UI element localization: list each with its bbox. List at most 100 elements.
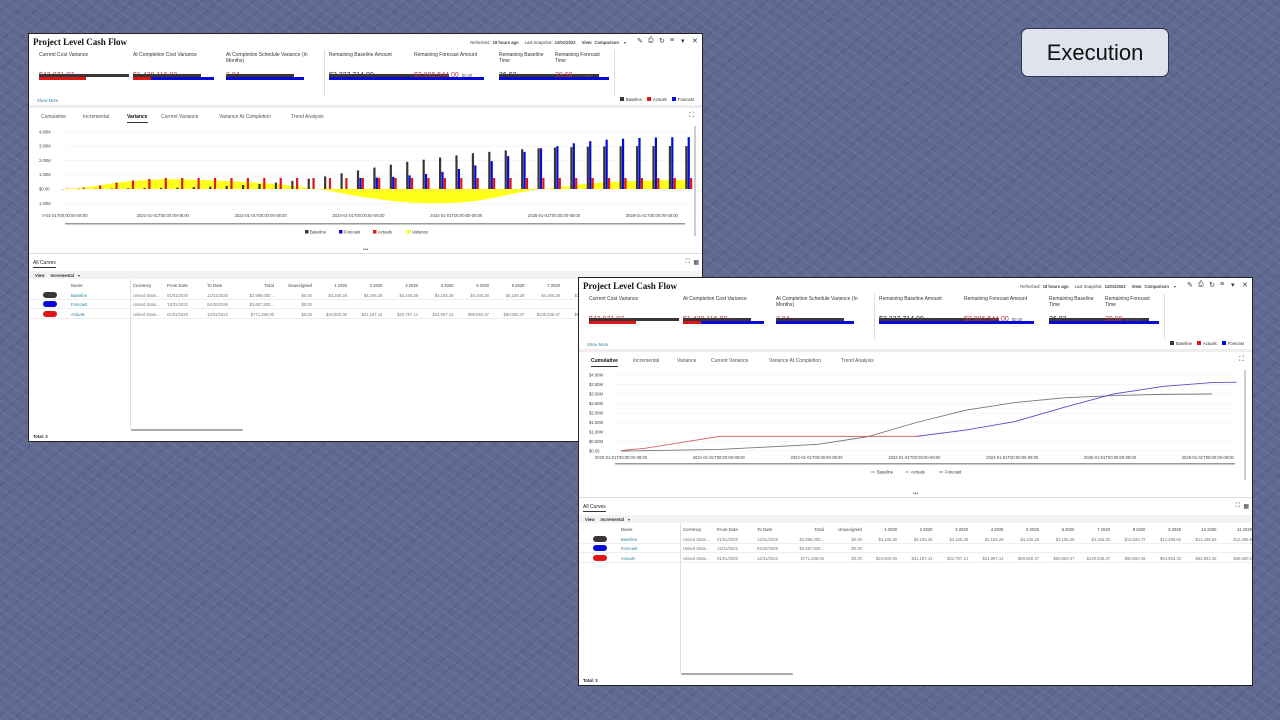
baseline-bar	[586, 146, 589, 189]
column-header-4-2020[interactable]: 4 2020	[990, 527, 1004, 532]
curve-name-link[interactable]: Actuals	[71, 311, 85, 317]
show-more-link[interactable]: Show More	[37, 98, 59, 103]
view-select[interactable]: Comparison	[594, 40, 619, 45]
curve-name-link[interactable]: Baseline	[621, 537, 638, 542]
curve-color-swatch	[43, 301, 57, 308]
close-icon[interactable]: ✕	[1242, 282, 1248, 289]
expand-icon[interactable]: ⛶	[1239, 356, 1244, 363]
column-header-1-2020[interactable]: 1 2020	[334, 283, 347, 288]
curve-name-link[interactable]: Actuals	[621, 555, 635, 561]
baseline-bar	[455, 155, 458, 189]
tab-cumulative[interactable]: Cumulative	[41, 114, 67, 120]
resize-handle[interactable]: •••	[913, 491, 919, 497]
curve-name-link[interactable]: Forecast	[621, 546, 638, 552]
column-header-2-2020[interactable]: 2 2020	[369, 283, 383, 288]
expand-table-icon[interactable]: ⛶	[1235, 503, 1240, 509]
column-header-8-2020[interactable]: 8 2020	[1132, 527, 1146, 532]
kpi-value-row: 39.98 -31 days	[555, 64, 607, 82]
column-header-6-2020[interactable]: 6 2020	[511, 283, 525, 288]
column-header-to-date[interactable]: To Date	[757, 527, 773, 532]
column-header-from-date[interactable]: From Date	[167, 283, 188, 288]
legend-label: Baseline	[1175, 341, 1192, 346]
view-dropdown-chevron-icon[interactable]: ▾	[1173, 284, 1176, 289]
column-header-9-2020[interactable]: 9 2020	[1168, 527, 1181, 532]
column-header-11-2020[interactable]: 11 2020	[1237, 527, 1252, 532]
tab-trend-analysis[interactable]: Trend Analysis	[841, 358, 874, 364]
close-icon[interactable]: ✕	[692, 38, 698, 45]
column-header-2-2020[interactable]: 2 2020	[919, 527, 933, 532]
column-header-name[interactable]: Name	[621, 527, 633, 532]
column-header-5-2020[interactable]: 5 2020	[1026, 527, 1039, 532]
column-header-from-date[interactable]: From Date	[717, 527, 738, 532]
view-select[interactable]: Incremental	[600, 516, 624, 522]
pencil-icon[interactable]: ✎	[637, 38, 643, 45]
menu-icon[interactable]: ≡	[1220, 281, 1225, 288]
column-header-6-2020[interactable]: 6 2020	[1061, 527, 1075, 532]
curve-name-link[interactable]: Baseline	[71, 293, 88, 298]
column-header-total[interactable]: Total	[264, 283, 274, 288]
column-header-currency[interactable]: Currency	[133, 283, 152, 288]
baseline-bar	[274, 182, 278, 189]
pencil-icon[interactable]: ✎	[1187, 282, 1193, 289]
chevron-down-icon[interactable]: ▾	[681, 38, 685, 45]
grid-settings-icon[interactable]: ▦	[693, 260, 699, 266]
curve-name-link[interactable]: Forecast	[71, 302, 88, 308]
table-row-border	[579, 552, 1252, 554]
column-header-3-2020[interactable]: 3 2020	[405, 283, 418, 288]
table-cell: 12/31/2025	[207, 293, 228, 298]
tab-cumulative[interactable]: Cumulative	[591, 358, 618, 367]
column-header-unassigned[interactable]: Unassigned	[838, 527, 862, 532]
column-header-5-2020[interactable]: 5 2020	[476, 283, 489, 288]
column-header-name[interactable]: Name	[71, 283, 83, 288]
refresh-icon[interactable]: ↻	[1209, 282, 1215, 289]
tab-incremental[interactable]: Incremental	[83, 114, 110, 120]
menu-icon[interactable]: ≡	[670, 37, 675, 44]
view-select[interactable]: Comparison	[1144, 284, 1169, 289]
table-cell: $0.00	[301, 293, 312, 298]
legend-swatch-variance	[407, 230, 411, 234]
tab-variance[interactable]: Variance	[127, 114, 148, 123]
baseline-bar	[373, 167, 376, 189]
grid-settings-icon[interactable]: ▦	[1243, 504, 1249, 510]
column-header-unassigned[interactable]: Unassigned	[288, 283, 312, 288]
column-header-3-2020[interactable]: 3 2020	[955, 527, 968, 532]
column-header-7-2020[interactable]: 7 2020	[1097, 527, 1110, 532]
column-header-currency[interactable]: Currency	[683, 527, 702, 532]
resize-handle[interactable]: •••	[363, 247, 369, 253]
forecast-line	[916, 381, 1237, 437]
tab-variance-at-completion[interactable]: Variance At Completion	[769, 358, 821, 364]
refresh-icon[interactable]: ↻	[659, 38, 665, 45]
table-cell: $4,165.28	[505, 293, 525, 298]
tab-trend-analysis[interactable]: Trend Analysis	[291, 114, 324, 120]
column-header-total[interactable]: Total	[814, 527, 824, 532]
forecast-bar	[539, 148, 543, 189]
tab-current-variance[interactable]: Current Variance	[711, 358, 749, 364]
tab-incremental[interactable]: Incremental	[633, 358, 660, 364]
chevron-down-icon[interactable]: ▾	[1231, 282, 1235, 289]
expand-icon[interactable]: ⛶	[689, 112, 694, 119]
chart-vertical-scrollbar[interactable]	[1244, 370, 1246, 480]
print-icon[interactable]: ⎙	[648, 37, 654, 44]
view-select-chevron-icon[interactable]: ▾	[627, 516, 631, 522]
view-select[interactable]: Incremental	[50, 272, 74, 278]
tab-current-variance[interactable]: Current Variance	[161, 114, 199, 120]
column-header-to-date[interactable]: To Date	[207, 283, 223, 288]
show-more-link[interactable]: Show More	[587, 342, 609, 347]
kpi-label: At Completion Cost Variance	[133, 52, 197, 58]
curve-color-swatch	[43, 292, 57, 298]
tab-variance-at-completion[interactable]: Variance At Completion	[219, 114, 271, 120]
expand-table-icon[interactable]: ⛶	[685, 259, 690, 265]
print-icon[interactable]: ⎙	[1198, 281, 1204, 288]
column-header-10-2020[interactable]: 10 2020	[1201, 527, 1217, 532]
table-horizontal-scrollbar[interactable]	[681, 673, 793, 675]
legend-label: Baseline	[625, 97, 642, 102]
column-header-4-2020[interactable]: 4 2020	[440, 283, 454, 288]
column-header-1-2020[interactable]: 1 2020	[884, 527, 897, 532]
chart-vertical-scrollbar[interactable]	[694, 126, 696, 236]
tab-variance[interactable]: Variance	[677, 358, 697, 364]
view-dropdown-chevron-icon[interactable]: ▾	[623, 40, 626, 45]
column-header-7-2020[interactable]: 7 2020	[547, 283, 560, 288]
table-horizontal-scrollbar[interactable]	[131, 429, 243, 431]
view-select-chevron-icon[interactable]: ▾	[77, 272, 81, 278]
horizontal-scrollbar	[65, 223, 685, 225]
